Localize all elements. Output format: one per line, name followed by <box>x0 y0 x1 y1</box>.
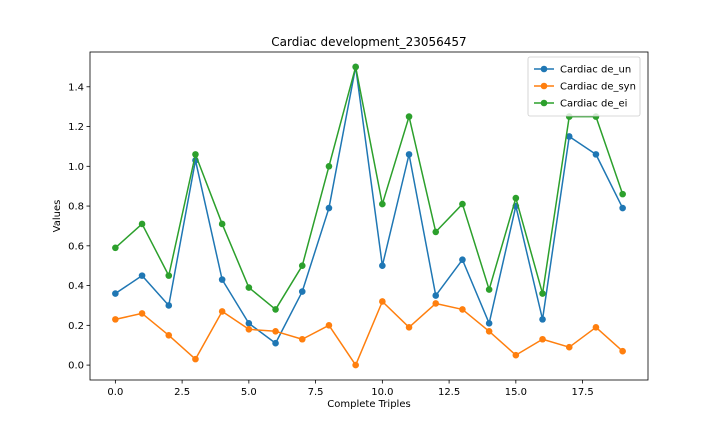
data-point-series-3 <box>138 220 146 228</box>
data-point-series-2 <box>245 326 253 333</box>
data-point-series-2 <box>165 331 173 339</box>
data-point-series-2 <box>192 355 199 363</box>
legend-label: Cardiac de_un <box>560 65 631 76</box>
data-point-series-2 <box>352 361 359 369</box>
x-tick-label: 5.0 <box>241 387 257 398</box>
plot-frame <box>89 51 649 381</box>
data-point-series-1 <box>459 256 466 264</box>
data-point-series-2 <box>405 324 413 331</box>
data-point-series-3 <box>272 306 279 313</box>
data-point-series-3 <box>539 290 546 297</box>
x-tick-label: 12.5 <box>438 387 460 398</box>
data-point-series-3 <box>218 220 226 228</box>
data-point-series-1 <box>298 288 306 295</box>
data-point-series-3 <box>165 272 173 279</box>
data-point-series-2 <box>459 306 466 313</box>
data-point-series-3 <box>352 63 359 71</box>
data-point-series-3 <box>432 228 440 236</box>
data-point-series-1 <box>485 320 493 327</box>
data-point-series-3 <box>379 200 386 208</box>
data-point-series-2 <box>512 351 520 359</box>
data-point-series-1 <box>565 133 573 140</box>
data-point-series-2 <box>539 335 546 343</box>
x-tick-label: 15.0 <box>505 387 527 398</box>
y-tick-label: 0.8 <box>68 202 84 213</box>
data-point-series-2 <box>272 327 279 335</box>
data-point-series-1 <box>218 276 226 283</box>
data-point-series-1 <box>379 262 386 269</box>
data-point-series-2 <box>379 298 386 305</box>
data-point-series-1 <box>405 151 413 158</box>
data-point-series-1 <box>165 302 173 309</box>
data-point-series-3 <box>459 200 466 208</box>
data-point-series-3 <box>298 262 306 269</box>
x-tick-label: 7.5 <box>308 387 324 398</box>
data-point-series-2 <box>565 343 573 351</box>
data-point-series-2 <box>138 310 146 317</box>
y-tick-label: 1.2 <box>68 122 84 133</box>
x-tick-label: 10.0 <box>371 387 393 398</box>
y-tick-label: 1.4 <box>68 82 84 93</box>
legend-label: Cardiac de_ei <box>560 99 627 110</box>
data-point-series-3 <box>405 113 413 120</box>
data-point-series-1 <box>272 339 279 347</box>
data-point-series-3 <box>325 163 333 170</box>
data-point-series-1 <box>432 292 440 299</box>
data-point-series-2 <box>432 300 440 307</box>
data-point-series-2 <box>592 324 600 331</box>
series-line-2 <box>115 300 624 366</box>
plot-area: 0.0 2.5 5.0 7.5 10.0 12.5 15.0 17.5 0.0 0.2 0.4 0.6… <box>68 51 649 398</box>
data-point-series-3 <box>192 151 199 158</box>
legend-marker <box>540 65 548 73</box>
legend: Cardiac de_un Cardiac de_syn Cardiac de_ei <box>527 56 641 117</box>
y-tick-label: 0.0 <box>68 361 84 372</box>
y-axis-label: Values <box>52 200 63 233</box>
data-point-series-3 <box>245 284 253 291</box>
data-point-series-3 <box>619 190 626 198</box>
series-line-1 <box>114 66 624 344</box>
data-point-series-3 <box>485 286 493 293</box>
data-point-series-3 <box>112 244 119 252</box>
data-point-series-1 <box>245 320 253 327</box>
data-point-series-2 <box>298 335 306 343</box>
y-tick-label: 0.6 <box>68 241 84 252</box>
data-point-series-2 <box>325 322 333 329</box>
data-point-series-1 <box>112 290 119 297</box>
x-tick-label: 2.5 <box>174 387 190 398</box>
legend-marker <box>540 99 548 107</box>
y-tick-label: 0.2 <box>68 321 84 332</box>
data-point-series-2 <box>485 327 493 335</box>
chart-title: Cardiac development_23056457 <box>271 35 466 49</box>
y-tick-label: 1.0 <box>68 162 84 173</box>
data-point-series-2 <box>112 316 119 323</box>
data-point-series-2 <box>218 308 226 315</box>
data-point-series-1 <box>592 151 600 158</box>
legend-marker <box>540 82 548 90</box>
legend-label: Cardiac de_syn <box>560 82 636 93</box>
data-point-series-1 <box>539 316 546 323</box>
x-tick-label: 0.0 <box>107 387 123 398</box>
data-point-series-1 <box>619 204 626 212</box>
x-tick-label: 17.5 <box>571 387 593 398</box>
data-point-series-2 <box>619 347 626 355</box>
data-point-series-1 <box>325 204 333 212</box>
x-axis-label: Complete Triples <box>327 399 410 410</box>
data-point-series-1 <box>138 272 146 279</box>
legend-box <box>527 56 641 117</box>
series-line-3 <box>114 66 624 311</box>
y-tick-label: 0.4 <box>68 281 84 292</box>
data-point-series-3 <box>512 194 520 202</box>
